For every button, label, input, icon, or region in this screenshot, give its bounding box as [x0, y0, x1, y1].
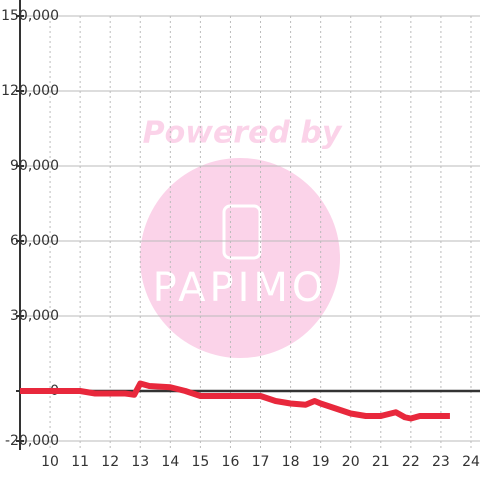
x-tick-label: 19 — [312, 454, 330, 470]
x-tick-label: 11 — [71, 454, 89, 470]
x-tick-label: 18 — [282, 454, 300, 470]
x-tick-label: 17 — [252, 454, 270, 470]
watermark-text: PAPIMO — [153, 265, 328, 311]
x-tick-label: 14 — [161, 454, 179, 470]
x-tick-label: 13 — [131, 454, 149, 470]
x-tick-label: 20 — [342, 454, 360, 470]
x-tick-label: 10 — [41, 454, 59, 470]
x-tick-label: 12 — [101, 454, 119, 470]
x-tick-label: 16 — [222, 454, 240, 470]
data-line — [20, 380, 450, 422]
watermark-icon — [222, 204, 262, 260]
x-tick-label: 15 — [191, 454, 209, 470]
y-tick-label: 90,000 — [10, 158, 59, 174]
x-tick-label: 23 — [432, 454, 450, 470]
y-tick-label: 30,000 — [10, 308, 59, 324]
x-tick-label: 22 — [402, 454, 420, 470]
x-tick-label: 21 — [372, 454, 390, 470]
watermark: Powered by PAPIMO — [140, 116, 343, 358]
y-tick-label: 60,000 — [10, 233, 59, 249]
y-tick-label: 150,000 — [1, 8, 59, 24]
y-tick-label: 120,000 — [1, 83, 59, 99]
watermark-text: Powered by — [143, 116, 343, 151]
y-tick-label: -20,000 — [5, 433, 59, 449]
x-tick-label: 24 — [462, 454, 480, 470]
